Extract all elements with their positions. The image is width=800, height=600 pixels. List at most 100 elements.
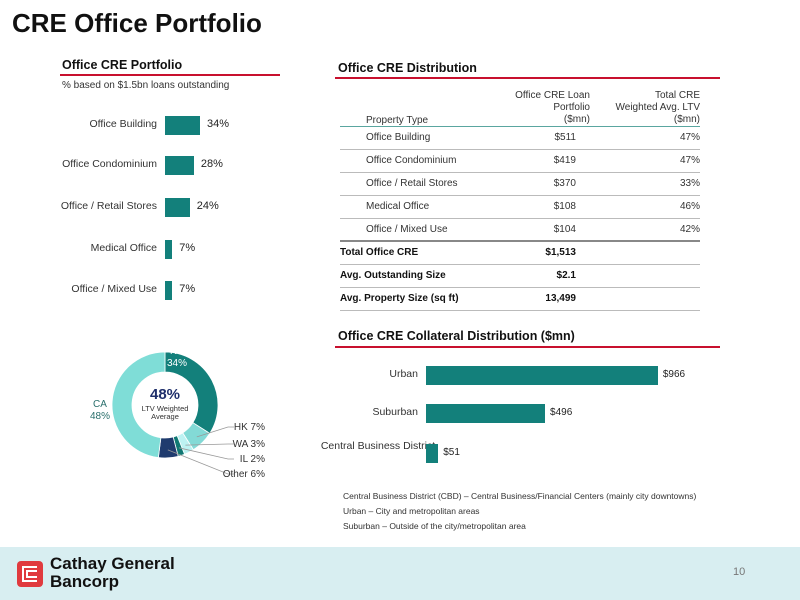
note-cbd: Central Business District (CBD) – Centra… bbox=[343, 491, 697, 501]
slice-value-ca: 48% bbox=[90, 411, 110, 422]
bar-category-label: Office / Mixed Use bbox=[71, 283, 157, 295]
header-line: Weighted Avg. LTV bbox=[615, 101, 701, 113]
leader-line bbox=[178, 447, 234, 460]
table-cell: 47% bbox=[590, 149, 700, 173]
section-divider bbox=[335, 346, 720, 348]
slice-legend-label: WA 3% bbox=[233, 439, 266, 450]
bar-category-label: Central Business District bbox=[320, 440, 436, 452]
bar-category-label: Office Condominium bbox=[62, 158, 157, 170]
bar-value-label: 24% bbox=[196, 200, 219, 212]
donut-center-label: Average bbox=[151, 412, 179, 421]
table-cell: 47% bbox=[590, 126, 700, 150]
summary-value: $2.1 bbox=[490, 264, 590, 288]
bar-category-label: Urban bbox=[389, 368, 418, 380]
col-header-property-type: Property Type bbox=[340, 86, 490, 127]
summary-row: Total Office CRE $1,513 bbox=[340, 240, 700, 265]
summary-row: Avg. Outstanding Size $2.1 bbox=[340, 264, 700, 288]
bar-category-label: Office Building bbox=[89, 118, 157, 130]
page-title: CRE Office Portfolio bbox=[12, 8, 262, 38]
slice-legend-label: Other 6% bbox=[223, 469, 265, 480]
col-header-ltv: Total CRE Weighted Avg. LTV ($mn) bbox=[590, 86, 701, 127]
bar-value-label: 7% bbox=[179, 283, 196, 295]
section-divider bbox=[335, 77, 720, 79]
header-line: Total CRE bbox=[654, 89, 700, 101]
col-header-loan-portfolio: Office CRE Loan Portfolio ($mn) bbox=[490, 86, 590, 127]
table-cell: Office Building bbox=[340, 126, 490, 150]
table-row: Office / Mixed Use $104 42% bbox=[340, 218, 700, 242]
table-cell: $419 bbox=[490, 149, 590, 173]
header-line: ($mn) bbox=[673, 113, 700, 125]
summary-empty bbox=[590, 287, 700, 311]
donut-center-label: LTV Weighted bbox=[142, 404, 189, 413]
bar bbox=[165, 240, 173, 259]
donut-slice bbox=[111, 351, 166, 459]
collateral-chart-title: Office CRE Collateral Distribution ($mn) bbox=[338, 329, 575, 343]
bar-category-label: Suburban bbox=[372, 406, 418, 418]
footer: Cathay General Bancorp 10 bbox=[0, 547, 800, 600]
summary-label: Avg. Outstanding Size bbox=[340, 264, 490, 288]
slice-label-ca: CA bbox=[93, 399, 107, 410]
summary-row: Avg. Property Size (sq ft) 13,499 bbox=[340, 287, 700, 311]
table-row: Office Condominium $419 47% bbox=[340, 149, 700, 173]
logo-line: Cathay General bbox=[50, 554, 175, 573]
table-cell: 46% bbox=[590, 195, 700, 219]
slice-legend-label: HK 7% bbox=[234, 422, 265, 433]
summary-value: 13,499 bbox=[490, 287, 590, 311]
donut-center-value: 48% bbox=[150, 386, 180, 403]
summary-value: $1,513 bbox=[490, 240, 590, 265]
bar bbox=[165, 281, 173, 300]
header-line: Portfolio bbox=[553, 101, 590, 113]
header-line: Office CRE Loan bbox=[515, 89, 590, 101]
bar-value-label: 34% bbox=[207, 118, 230, 130]
bar-category-label: Office / Retail Stores bbox=[60, 200, 157, 212]
bar-value-label: 28% bbox=[200, 158, 223, 170]
slice-label-ny: NY bbox=[170, 346, 184, 357]
bar-value-label: 7% bbox=[179, 242, 196, 254]
bar bbox=[165, 156, 194, 175]
bar bbox=[426, 404, 546, 423]
distribution-table: Property Type Office CRE Loan Portfolio ($… bbox=[340, 86, 700, 311]
table-cell: Office / Mixed Use bbox=[340, 218, 490, 242]
table-cell: $370 bbox=[490, 172, 590, 196]
table-cell: Medical Office bbox=[340, 195, 490, 219]
table-cell: Office Condominium bbox=[340, 149, 490, 173]
section-divider bbox=[60, 74, 280, 76]
company-name: Cathay General Bancorp bbox=[50, 555, 175, 591]
leader-line bbox=[196, 426, 234, 438]
table-row: Medical Office $108 46% bbox=[340, 195, 700, 219]
page-number: 10 bbox=[733, 566, 746, 578]
logo-line: Bancorp bbox=[50, 572, 119, 591]
header-line: ($mn) bbox=[563, 113, 590, 125]
note-suburban: Suburban – Outside of the city/metropoli… bbox=[343, 521, 526, 531]
slice-value-ny: 34% bbox=[167, 358, 187, 369]
table-cell: $108 bbox=[490, 195, 590, 219]
bar-value-label: $496 bbox=[550, 407, 573, 418]
table-row: Office / Retail Stores $370 33% bbox=[340, 172, 700, 196]
distribution-title: Office CRE Distribution bbox=[338, 61, 477, 75]
portfolio-chart-title: Office CRE Portfolio bbox=[62, 58, 183, 72]
leader-line bbox=[185, 443, 234, 446]
table-cell: Office / Retail Stores bbox=[340, 172, 490, 196]
table-cell: 33% bbox=[590, 172, 700, 196]
table-cell: $511 bbox=[490, 126, 590, 150]
slice-legend-label: IL 2% bbox=[240, 454, 265, 465]
summary-empty bbox=[590, 240, 700, 265]
portfolio-chart-subtitle: % based on $1.5bn loans outstanding bbox=[62, 80, 230, 91]
cathay-logo-icon bbox=[17, 561, 43, 587]
table-cell: 42% bbox=[590, 218, 700, 242]
bar bbox=[165, 198, 190, 217]
summary-empty bbox=[590, 264, 700, 288]
summary-label: Total Office CRE bbox=[340, 240, 490, 265]
bar-category-label: Medical Office bbox=[90, 242, 157, 254]
bar-value-label: $966 bbox=[662, 369, 686, 380]
bar-value-label: $51 bbox=[443, 447, 460, 458]
note-urban: Urban – City and metropolitan areas bbox=[343, 506, 480, 516]
bar bbox=[165, 116, 201, 135]
bar bbox=[426, 366, 658, 385]
table-row: Office Building $511 47% bbox=[340, 126, 700, 150]
table-cell: $104 bbox=[490, 218, 590, 242]
leader-line bbox=[167, 449, 234, 475]
summary-label: Avg. Property Size (sq ft) bbox=[340, 287, 490, 311]
bar bbox=[426, 444, 439, 463]
